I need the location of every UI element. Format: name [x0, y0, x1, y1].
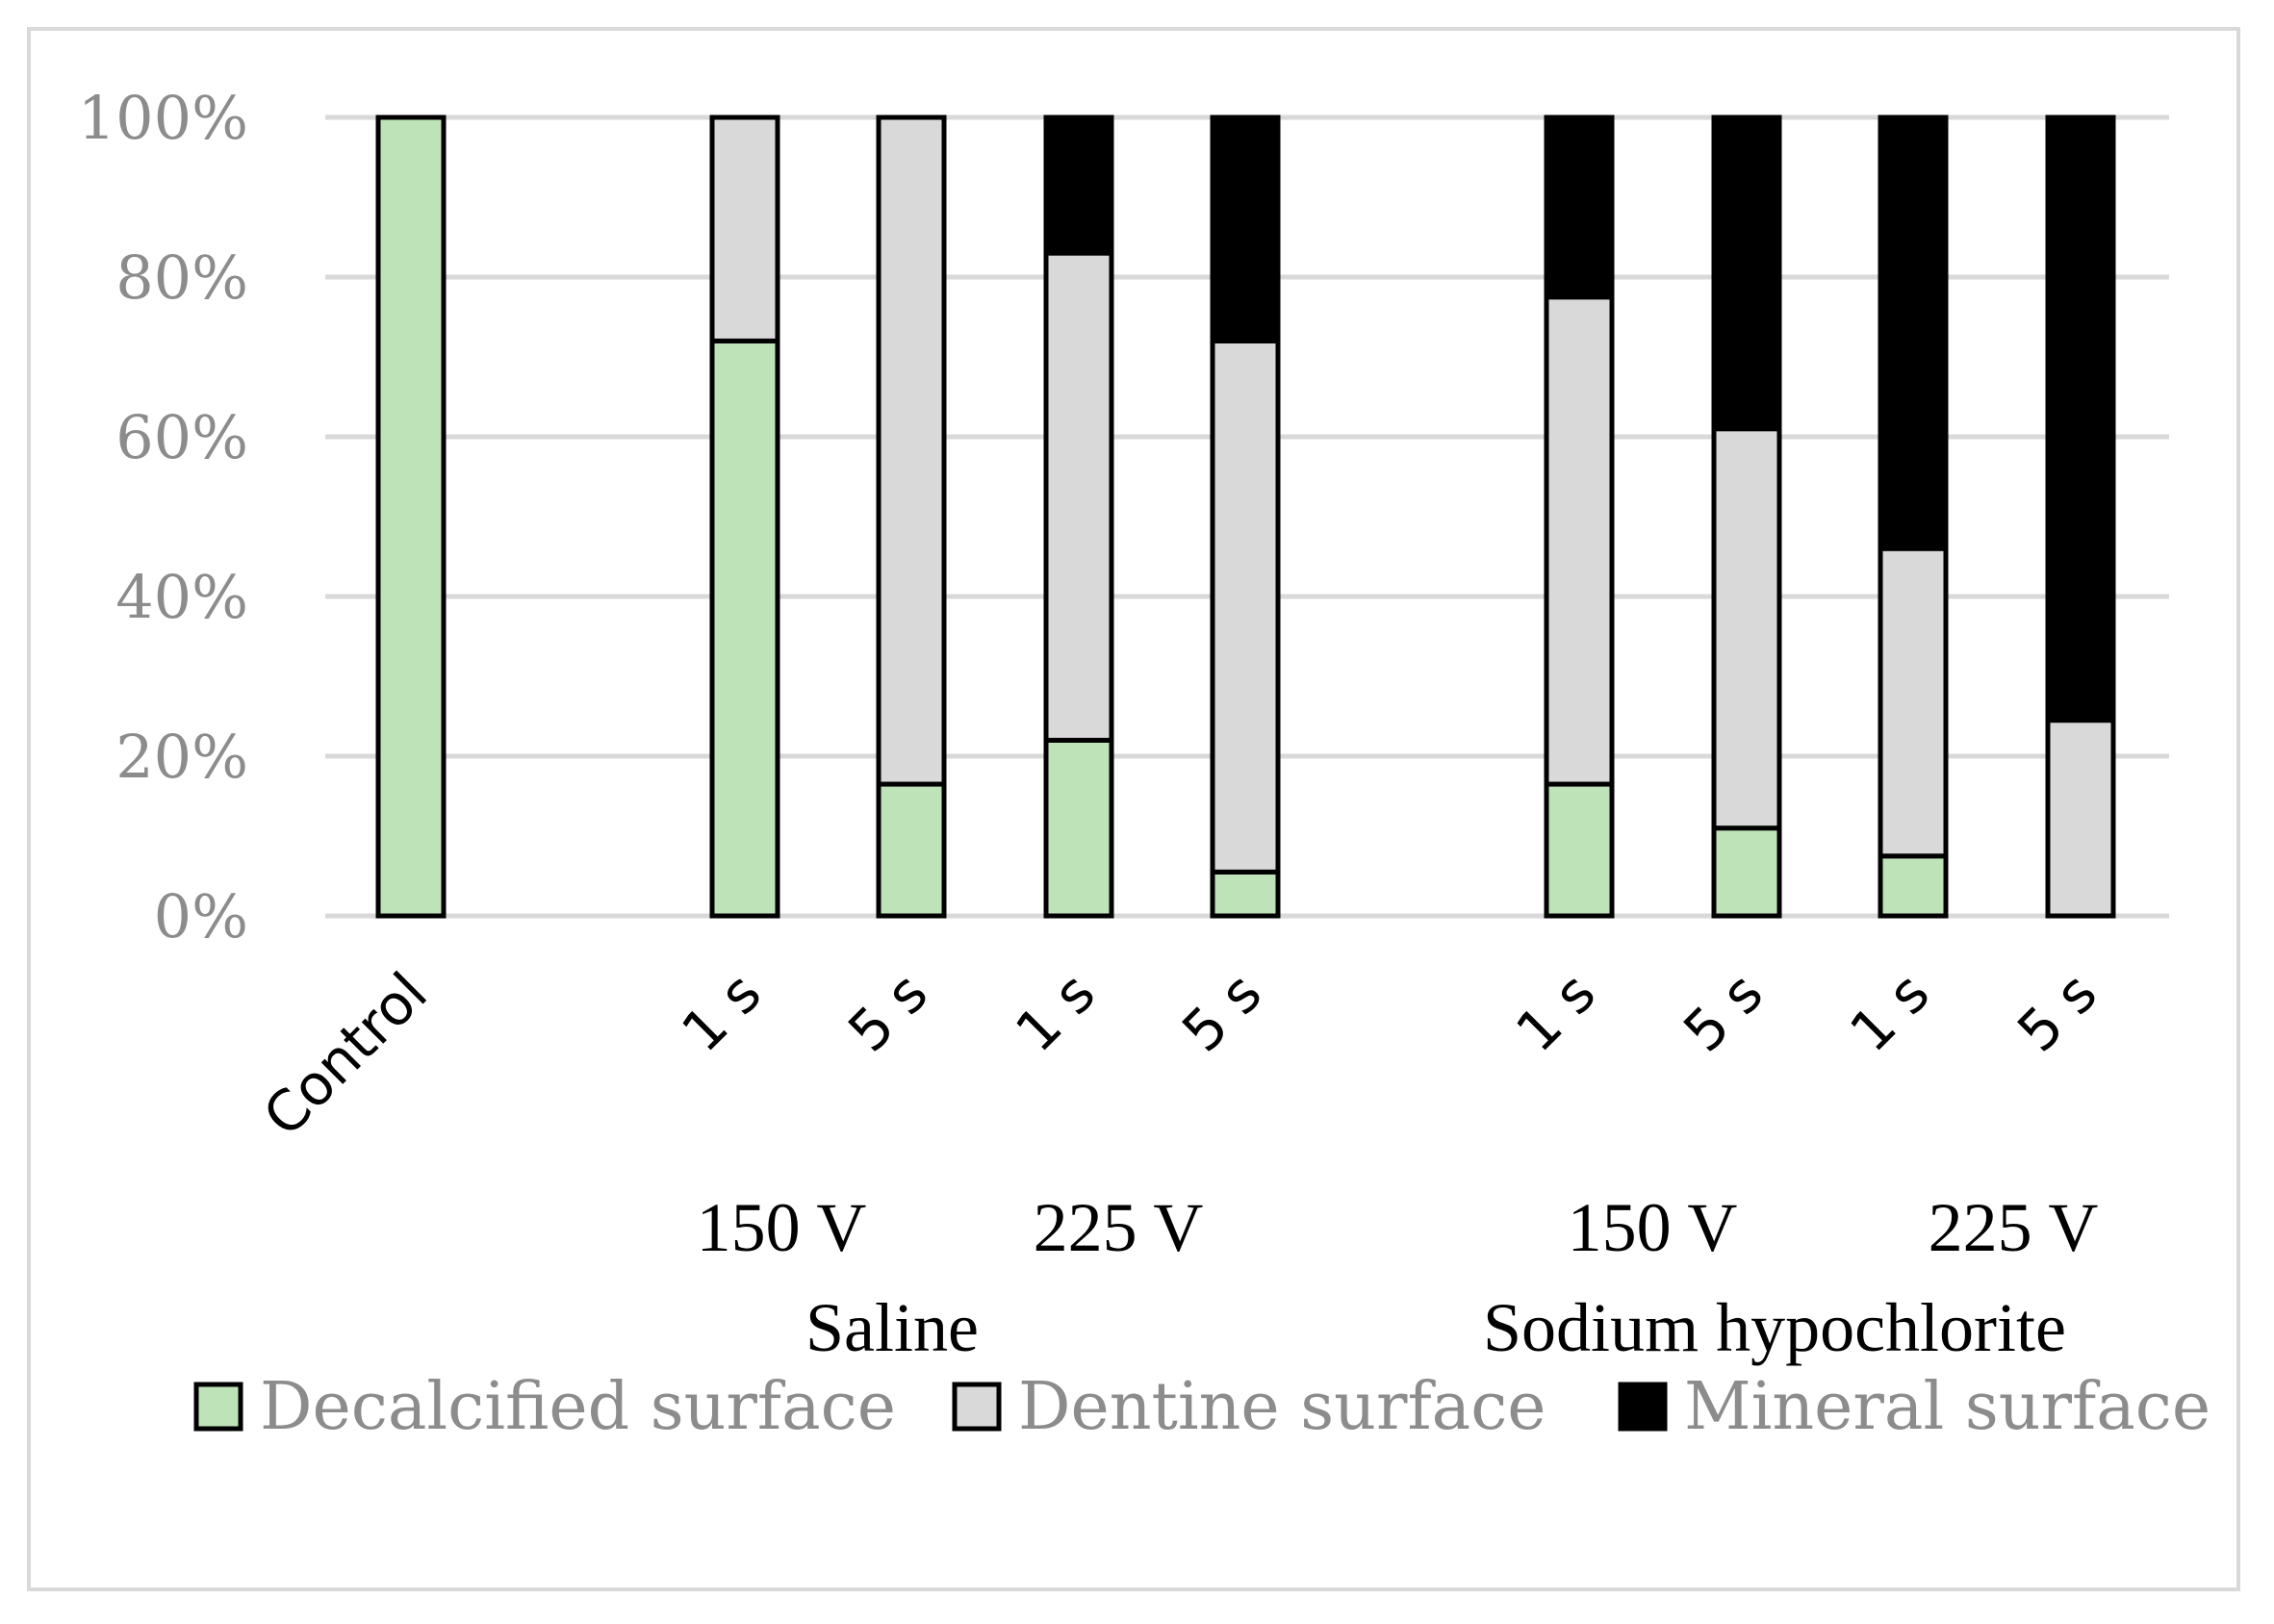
x-tick-label: 1 s	[1003, 960, 1108, 1065]
bar-segment-1	[1043, 737, 1114, 919]
bar-segment-3	[1544, 114, 1615, 300]
bar-segment-2	[1711, 426, 1782, 831]
bar-segment-2	[1544, 294, 1615, 787]
group-label: Saline	[805, 1289, 979, 1366]
bar-segment-1	[709, 338, 780, 919]
bar-segment-2	[1210, 338, 1281, 875]
bar-segment-1	[375, 114, 447, 919]
bar-segment-2	[1043, 250, 1114, 743]
bar-segment-2	[709, 114, 780, 343]
bar-segment-2	[876, 114, 947, 787]
voltage-label: 225 V	[1929, 1189, 2099, 1266]
bar-segment-1	[876, 781, 947, 919]
x-tick-label: 5 s	[2005, 960, 2109, 1065]
y-tick-label: 20%	[115, 722, 248, 792]
x-tick-label: Control	[251, 960, 440, 1149]
y-tick-label: 60%	[115, 402, 248, 472]
legend-label: Dentine surface	[1018, 1369, 1546, 1445]
x-tick-label: 5 s	[835, 960, 940, 1065]
legend-swatch	[952, 1382, 1002, 1432]
bar-segment-2	[2045, 718, 2116, 919]
voltage-label: 225 V	[1034, 1189, 1204, 1266]
voltage-label: 150 V	[1568, 1189, 1738, 1266]
bar-segment-1	[1711, 825, 1782, 919]
bar-segment-3	[1210, 114, 1281, 343]
legend-swatch	[1618, 1382, 1668, 1432]
bar-segment-3	[1878, 114, 1949, 551]
bar-segment-3	[1711, 114, 1782, 432]
chart-svg: 0% 20% 40% 60% 80% 100% Control 1 s 5 s 1 s 5 s 1 s…	[78, 83, 2210, 1445]
group-label: Sodium hypochlorite	[1483, 1289, 2066, 1366]
x-tick-label: 5 s	[1169, 960, 1274, 1065]
legend-label: Mineral surface	[1684, 1369, 2210, 1445]
x-tick-label: 5 s	[1671, 960, 1776, 1065]
bar-segment-1	[1544, 781, 1615, 919]
y-tick-label: 0%	[154, 881, 248, 952]
y-tick-label: 100%	[78, 83, 248, 153]
voltage-label: 150 V	[697, 1189, 867, 1266]
bar-segment-3	[2045, 114, 2116, 723]
legend-label: Decalcified surface	[260, 1369, 896, 1445]
legend-swatch	[193, 1382, 243, 1432]
bar-segment-2	[1878, 546, 1949, 859]
bar-segment-1	[1210, 869, 1281, 919]
x-tick-label: 1 s	[1837, 960, 1942, 1065]
y-tick-label: 40%	[115, 562, 248, 632]
x-tick-label: 1 s	[669, 960, 774, 1065]
bar-segment-3	[1043, 114, 1114, 256]
y-tick-label: 80%	[115, 242, 248, 313]
chart-frame: 0% 20% 40% 60% 80% 100% Control 1 s 5 s 1 s 5 s 1 s…	[27, 27, 2240, 1591]
bar-segment-1	[1878, 853, 1949, 919]
x-tick-label: 1 s	[1503, 960, 1608, 1065]
